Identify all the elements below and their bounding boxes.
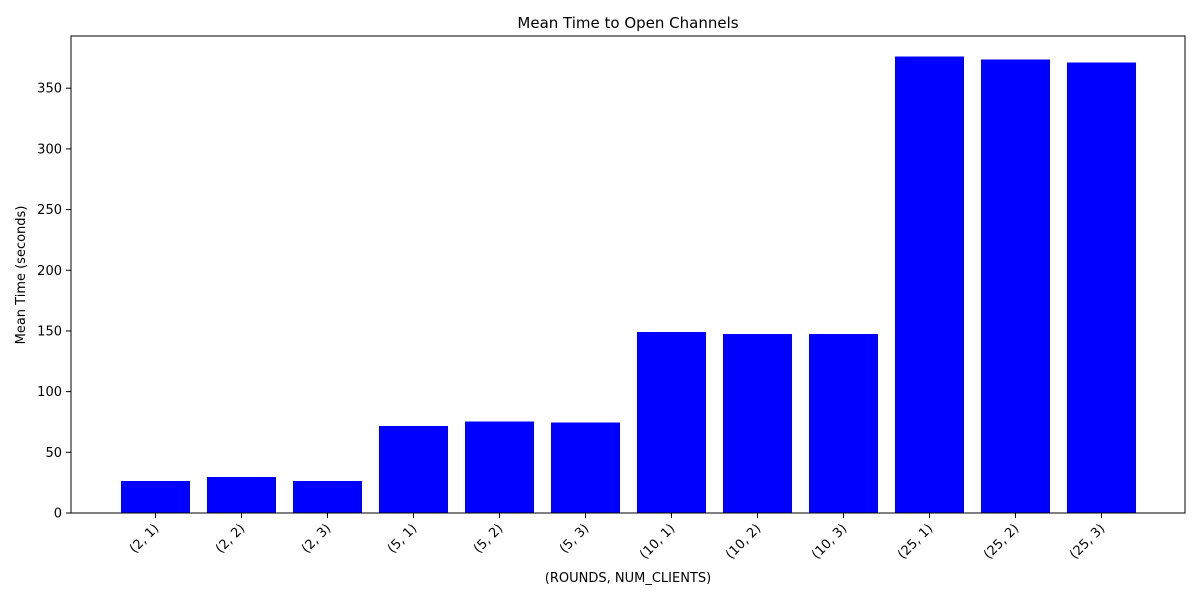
x-tick-label: (2, 1) [127, 521, 162, 556]
y-tick-label: 300 [37, 142, 62, 157]
chart-title: Mean Time to Open Channels [517, 14, 738, 32]
bar [465, 421, 534, 513]
x-tick-label: (5, 1) [385, 521, 420, 556]
y-tick-label: 200 [37, 264, 62, 279]
bar [1067, 62, 1136, 513]
bar [637, 332, 706, 513]
bar [809, 334, 878, 513]
bar [723, 334, 792, 513]
x-axis: (2, 1) (2, 2) (2, 3) (5, 1) (5, 2) (5, 3) (10,… [127, 513, 1108, 562]
bar [379, 426, 448, 513]
plot-frame [70, 35, 1186, 514]
y-tick-label: 100 [37, 385, 62, 400]
y-tick-label: 250 [37, 203, 62, 218]
y-tick-label: 50 [45, 446, 62, 461]
bars-group [121, 56, 1136, 513]
x-tick-label: (10, 2) [723, 521, 764, 562]
y-axis: 0 50 100 150 200 250 300 350 [37, 82, 71, 522]
y-tick-label: 150 [37, 324, 62, 339]
x-tick-label: (25, 3) [1067, 521, 1108, 562]
x-tick-label: (25, 1) [895, 521, 936, 562]
y-axis-label: Mean Time (seconds) [14, 206, 29, 345]
bar [207, 477, 276, 513]
bar [981, 59, 1050, 513]
x-tick-label: (5, 2) [471, 521, 506, 556]
x-axis-label: (ROUNDS, NUM_CLIENTS) [545, 571, 711, 586]
y-tick-label: 0 [54, 507, 62, 522]
x-tick-label: (2, 3) [299, 521, 334, 556]
x-tick-label: (2, 2) [213, 521, 248, 556]
x-tick-label: (10, 1) [637, 521, 678, 562]
x-tick-label: (25, 2) [981, 521, 1022, 562]
y-tick-label: 350 [37, 82, 62, 97]
bar [895, 56, 964, 513]
x-tick-label: (10, 3) [809, 521, 850, 562]
bar [121, 480, 190, 513]
bar [551, 422, 620, 513]
x-tick-label: (5, 3) [557, 521, 592, 556]
bar [293, 480, 362, 513]
